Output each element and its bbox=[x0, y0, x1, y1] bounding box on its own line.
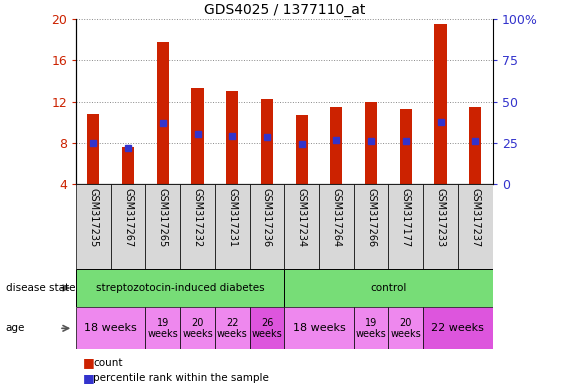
Title: GDS4025 / 1377110_at: GDS4025 / 1377110_at bbox=[204, 3, 365, 17]
Bar bbox=[423, 307, 493, 349]
Bar bbox=[388, 307, 423, 349]
Text: GSM317177: GSM317177 bbox=[401, 188, 411, 247]
Text: count: count bbox=[93, 358, 122, 368]
Text: streptozotocin-induced diabetes: streptozotocin-induced diabetes bbox=[96, 283, 265, 293]
Text: 20
weeks: 20 weeks bbox=[391, 318, 421, 339]
Text: control: control bbox=[370, 283, 406, 293]
Bar bbox=[157, 42, 169, 184]
Bar bbox=[330, 107, 342, 184]
Text: GSM317231: GSM317231 bbox=[227, 188, 237, 247]
Bar bbox=[388, 184, 423, 269]
Bar bbox=[180, 184, 215, 269]
Text: GSM317267: GSM317267 bbox=[123, 188, 133, 247]
Bar bbox=[249, 307, 284, 349]
Bar bbox=[261, 99, 273, 184]
Text: GSM317237: GSM317237 bbox=[470, 188, 480, 247]
Text: GSM317266: GSM317266 bbox=[366, 188, 376, 247]
Bar bbox=[145, 307, 180, 349]
Bar bbox=[76, 307, 145, 349]
Bar bbox=[354, 307, 388, 349]
Bar bbox=[319, 184, 354, 269]
Bar bbox=[435, 24, 446, 184]
Text: GSM317234: GSM317234 bbox=[297, 188, 307, 247]
Bar bbox=[296, 115, 308, 184]
Text: GSM317235: GSM317235 bbox=[88, 188, 99, 247]
Text: GSM317265: GSM317265 bbox=[158, 188, 168, 247]
Bar bbox=[400, 109, 412, 184]
Text: 19
weeks: 19 weeks bbox=[148, 318, 178, 339]
Text: GSM317232: GSM317232 bbox=[193, 188, 203, 247]
Text: 22
weeks: 22 weeks bbox=[217, 318, 248, 339]
Bar bbox=[423, 184, 458, 269]
Text: 22 weeks: 22 weeks bbox=[431, 323, 484, 333]
Bar bbox=[284, 307, 354, 349]
Bar bbox=[469, 107, 481, 184]
Bar bbox=[87, 114, 100, 184]
Text: 26
weeks: 26 weeks bbox=[252, 318, 282, 339]
Text: 19
weeks: 19 weeks bbox=[356, 318, 386, 339]
Bar bbox=[458, 184, 493, 269]
Bar bbox=[215, 184, 249, 269]
Text: GSM317236: GSM317236 bbox=[262, 188, 272, 247]
Text: 18 weeks: 18 weeks bbox=[293, 323, 346, 333]
Bar bbox=[365, 102, 377, 184]
Bar bbox=[284, 269, 493, 307]
Bar bbox=[180, 307, 215, 349]
Bar bbox=[226, 91, 238, 184]
Bar bbox=[122, 147, 134, 184]
Text: percentile rank within the sample: percentile rank within the sample bbox=[93, 373, 269, 383]
Text: GSM317264: GSM317264 bbox=[332, 188, 341, 247]
Bar bbox=[249, 184, 284, 269]
Bar bbox=[76, 184, 111, 269]
Bar bbox=[111, 184, 145, 269]
Text: 20
weeks: 20 weeks bbox=[182, 318, 213, 339]
Bar bbox=[191, 88, 204, 184]
Bar bbox=[284, 184, 319, 269]
Bar bbox=[76, 269, 284, 307]
Text: ■: ■ bbox=[83, 372, 95, 384]
Text: 18 weeks: 18 weeks bbox=[84, 323, 137, 333]
Text: age: age bbox=[6, 323, 25, 333]
Bar bbox=[354, 184, 388, 269]
Text: ■: ■ bbox=[83, 356, 95, 369]
Text: GSM317233: GSM317233 bbox=[436, 188, 445, 247]
Text: disease state: disease state bbox=[6, 283, 75, 293]
Bar bbox=[215, 307, 249, 349]
Bar bbox=[145, 184, 180, 269]
